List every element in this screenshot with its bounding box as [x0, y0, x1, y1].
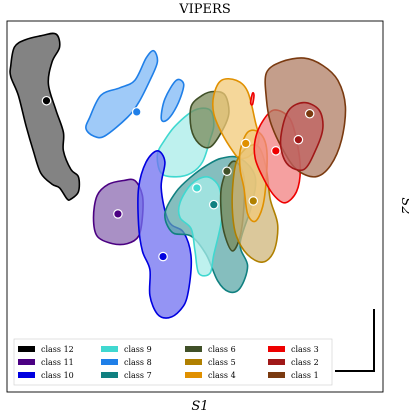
legend-swatch-class-9: [101, 346, 118, 352]
legend-label-class-10: class 10: [41, 371, 74, 380]
legend-label-class-9: class 9: [124, 345, 152, 354]
centroid-class-4: [240, 138, 251, 149]
centroid-class-6: [222, 166, 232, 177]
legend-label-class-2: class 2: [291, 358, 319, 367]
legend-label-class-11: class 11: [41, 358, 74, 367]
chart-title: VIPERS: [178, 2, 230, 17]
legend-swatch-class-2: [268, 359, 285, 365]
legend: class 12 class 11 class 10 class 9 class 8 cl…: [13, 338, 333, 386]
region-class-8-1: [85, 49, 159, 139]
centroid-class-5: [248, 196, 259, 206]
region-class-12-0: [9, 32, 81, 202]
legend-swatch-class-7: [101, 372, 118, 378]
legend-label-class-12: class 12: [41, 345, 74, 354]
centroid-class-2: [293, 134, 304, 145]
region-class-10-5: [137, 150, 193, 319]
centroid-class-10: [158, 251, 168, 262]
legend-label-class-6: class 6: [208, 345, 236, 354]
region-class-3-14: [249, 92, 255, 106]
legend-label-class-1: class 1: [291, 371, 319, 380]
region-class-8-2: [160, 78, 185, 123]
legend-swatch-class-10: [18, 372, 35, 378]
x-axis-label: S1: [191, 399, 208, 414]
scale-bar: [335, 309, 375, 372]
legend-swatch-class-3: [268, 346, 285, 352]
class-regions: [9, 32, 347, 319]
legend-label-class-5: class 5: [208, 358, 236, 367]
legend-swatch-class-1: [268, 372, 285, 378]
centroid-class-7: [209, 199, 219, 210]
legend-swatch-class-5: [185, 359, 202, 365]
centroid-class-8: [131, 107, 142, 117]
legend-label-class-7: class 7: [124, 371, 152, 380]
centroid-class-3: [271, 146, 281, 156]
legend-swatch-class-12: [18, 346, 35, 352]
legend-swatch-class-4: [185, 372, 202, 378]
centroid-class-11: [113, 209, 123, 219]
centroid-class-1: [304, 108, 315, 119]
legend-swatch-class-8: [101, 359, 118, 365]
y-axis-label: S2: [398, 197, 409, 214]
legend-label-class-4: class 4: [208, 371, 236, 380]
legend-swatch-class-11: [18, 359, 35, 365]
legend-swatch-class-6: [185, 346, 202, 352]
centroid-class-12: [41, 95, 52, 106]
legend-label-class-3: class 3: [291, 345, 319, 354]
class-centroids: [41, 95, 315, 262]
legend-label-class-8: class 8: [124, 358, 152, 367]
centroid-class-9: [192, 183, 202, 193]
